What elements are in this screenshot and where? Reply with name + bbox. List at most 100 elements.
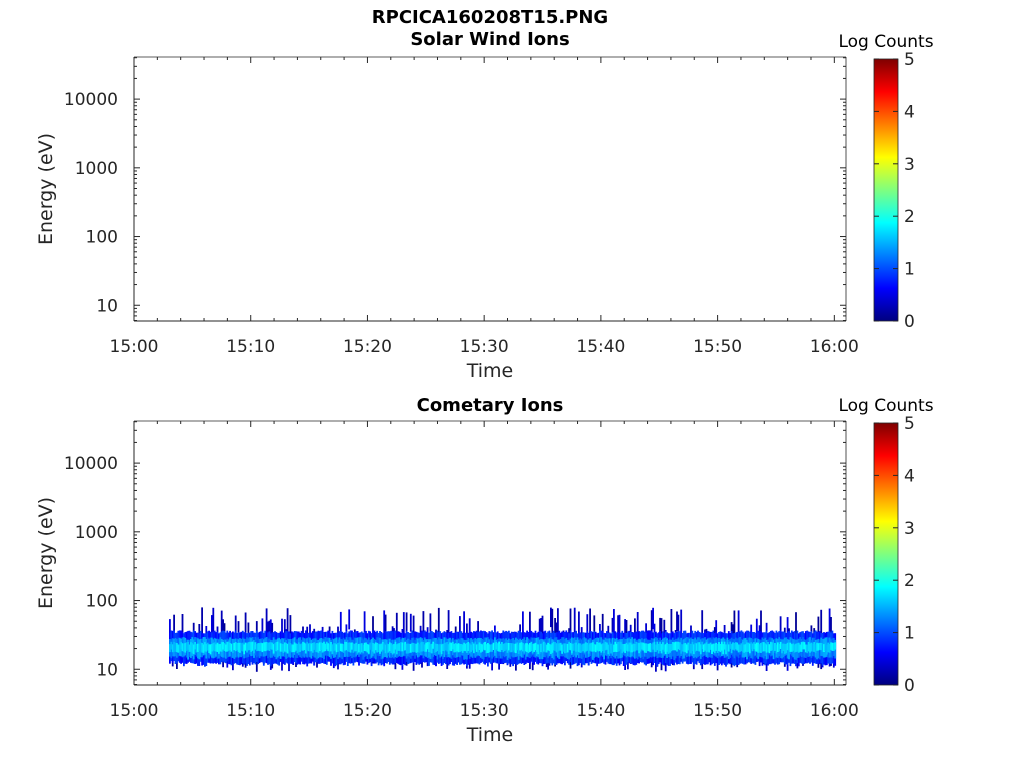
heatmap-cell — [327, 643, 330, 652]
heatmap-cell — [237, 642, 240, 652]
heatmap-cell — [348, 609, 351, 630]
heatmap-cell — [401, 642, 404, 652]
heatmap-cell — [790, 644, 793, 652]
heatmap-cell — [446, 642, 449, 652]
heatmap-cell — [459, 643, 461, 652]
heatmap-cell — [620, 642, 622, 650]
heatmap-cell — [481, 644, 484, 652]
heatmap-cell — [565, 643, 568, 653]
heatmap-cell — [309, 642, 311, 652]
heatmap-cell — [416, 642, 419, 653]
heatmap-cell — [743, 644, 746, 653]
heatmap-cell — [669, 644, 671, 653]
heatmap-cell — [590, 642, 593, 652]
heatmap-cell — [803, 642, 806, 650]
y-tick-label: 10 — [96, 296, 118, 316]
heatmap-cell — [199, 642, 202, 652]
heatmap-cell — [370, 642, 373, 651]
heatmap-cell — [323, 641, 325, 652]
heatmap-cell — [538, 644, 541, 654]
heatmap-cell — [599, 642, 601, 652]
x-tick-label: 15:30 — [460, 337, 509, 357]
colorbar-tick-label: 4 — [904, 102, 915, 122]
heatmap-cell — [800, 642, 803, 652]
heatmap-cell — [797, 642, 800, 653]
x-axis-label: Time — [466, 724, 514, 746]
heatmap-cell — [236, 643, 238, 651]
heatmap-cell — [482, 642, 485, 650]
heatmap-cell — [197, 643, 199, 652]
heatmap-cell — [624, 643, 626, 654]
heatmap-cell — [254, 642, 257, 650]
heatmap-cell — [234, 642, 237, 652]
heatmap-cell — [760, 642, 762, 653]
heatmap-cell — [771, 642, 774, 651]
heatmap-cell — [603, 643, 605, 653]
heatmap-cell — [442, 643, 444, 651]
heatmap-cell — [283, 642, 286, 652]
heatmap-cell — [402, 643, 405, 651]
heatmap-cell — [720, 641, 723, 651]
heatmap-cell — [547, 642, 549, 651]
heatmap-cell — [727, 644, 730, 652]
heatmap-cell — [554, 642, 556, 651]
heatmap-cell — [251, 641, 254, 651]
heatmap-cell — [494, 643, 496, 653]
colorbar-tick-label: 2 — [904, 207, 915, 227]
heatmap-cell — [201, 607, 203, 640]
heatmap-cell — [550, 607, 552, 628]
heatmap-cell — [269, 642, 272, 650]
heatmap-cell — [436, 643, 439, 652]
x-tick-label: 16:00 — [810, 337, 859, 357]
heatmap-cell — [202, 644, 205, 653]
heatmap-cell — [169, 644, 171, 653]
heatmap-cell — [226, 641, 229, 652]
heatmap-cell — [404, 641, 407, 651]
x-tick-label: 15:50 — [693, 337, 742, 357]
heatmap-cell — [606, 642, 608, 650]
heatmap-cell — [753, 642, 755, 650]
heatmap-cell — [498, 641, 500, 652]
heatmap-cell — [781, 643, 783, 654]
heatmap-cell — [608, 642, 611, 650]
heatmap-cell — [219, 644, 222, 652]
heatmap-cell — [779, 616, 782, 637]
heatmap-cell — [527, 644, 530, 654]
heatmap-cell — [625, 620, 628, 643]
heatmap-cell — [348, 642, 351, 652]
heatmap-cell — [650, 643, 653, 653]
heatmap-cell — [425, 642, 428, 652]
heatmap-cell — [550, 644, 552, 655]
heatmap-cell — [741, 642, 744, 653]
heatmap-cell — [810, 642, 813, 652]
heatmap-cell — [628, 642, 631, 652]
heatmap-cell — [523, 644, 526, 654]
heatmap-cell — [611, 644, 614, 654]
heatmap-cell — [426, 642, 429, 650]
heatmap-cell — [418, 644, 421, 653]
heatmap-cell — [831, 642, 834, 651]
heatmap-cell — [501, 642, 503, 650]
colorbar-label: Log Counts — [838, 32, 933, 52]
heatmap-cell — [258, 643, 261, 652]
heatmap-cell — [677, 641, 680, 650]
heatmap-cell — [209, 644, 212, 655]
heatmap-cell — [531, 643, 534, 654]
heatmap-cell — [272, 644, 275, 654]
heatmap-cell — [325, 641, 328, 650]
heatmap-cell — [318, 642, 321, 652]
heatmap-cell — [760, 610, 762, 647]
heatmap-cell — [557, 608, 559, 638]
heatmap-cell — [391, 644, 394, 655]
heatmap-cell — [191, 643, 194, 654]
heatmap-cell — [398, 643, 401, 651]
heatmap-cell — [832, 642, 835, 651]
heatmap-cell — [655, 644, 657, 652]
heatmap-cell — [699, 644, 702, 655]
heatmap-cell — [739, 644, 741, 652]
heatmap-cell — [683, 643, 685, 652]
heatmap-cell — [383, 643, 386, 651]
heatmap-cell — [220, 610, 223, 640]
heatmap-cell — [342, 644, 345, 653]
